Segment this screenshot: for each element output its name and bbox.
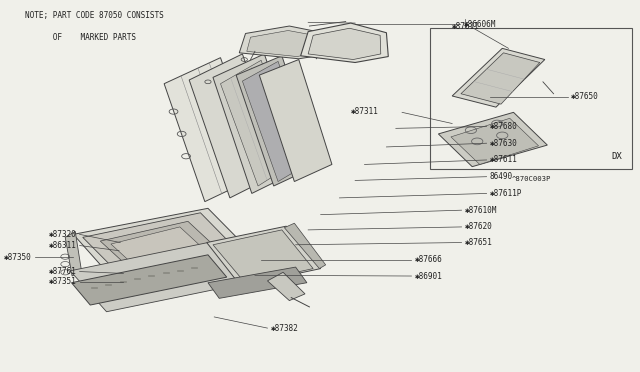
- Text: NOTE; PART CODE 87050 CONSISTS: NOTE; PART CODE 87050 CONSISTS: [25, 11, 164, 20]
- Polygon shape: [70, 243, 244, 312]
- Polygon shape: [111, 227, 213, 275]
- Polygon shape: [164, 58, 261, 202]
- Polygon shape: [308, 28, 381, 60]
- Polygon shape: [221, 60, 294, 186]
- Polygon shape: [207, 226, 321, 286]
- Polygon shape: [72, 255, 227, 305]
- Polygon shape: [301, 23, 388, 62]
- Polygon shape: [243, 61, 311, 182]
- Text: ✱87761: ✱87761: [49, 267, 76, 276]
- Text: ✱87651: ✱87651: [465, 238, 492, 247]
- Text: DX: DX: [612, 152, 623, 161]
- Bar: [430, 28, 632, 169]
- Polygon shape: [438, 112, 547, 167]
- Polygon shape: [461, 53, 540, 104]
- Text: ✱87611P: ✱87611P: [490, 189, 522, 198]
- Text: ✱87350: ✱87350: [4, 253, 31, 262]
- Text: ✱87666: ✱87666: [415, 255, 442, 264]
- Text: ✱87620: ✱87620: [465, 222, 492, 231]
- Polygon shape: [452, 48, 545, 107]
- Text: ✱86311: ✱86311: [49, 241, 76, 250]
- Polygon shape: [239, 26, 332, 59]
- Polygon shape: [259, 60, 332, 182]
- Text: ✱87650: ✱87650: [571, 92, 599, 101]
- Text: ✱87611: ✱87611: [490, 155, 518, 164]
- Polygon shape: [451, 118, 539, 164]
- Polygon shape: [268, 272, 305, 301]
- Polygon shape: [189, 54, 283, 198]
- Polygon shape: [247, 31, 326, 57]
- Text: ^870C003P: ^870C003P: [511, 176, 551, 182]
- Text: ✱87382: ✱87382: [271, 324, 298, 333]
- Polygon shape: [74, 208, 255, 286]
- Text: ✱86901: ✱86901: [415, 272, 442, 280]
- Text: ✱87320: ✱87320: [49, 230, 76, 239]
- Text: ✱87311: ✱87311: [351, 107, 378, 116]
- Text: 86490: 86490: [490, 172, 513, 181]
- Text: OF    MARKED PARTS: OF MARKED PARTS: [25, 33, 136, 42]
- Polygon shape: [236, 56, 318, 186]
- Polygon shape: [100, 221, 227, 277]
- Polygon shape: [213, 54, 303, 193]
- Text: ✱86606M: ✱86606M: [463, 20, 496, 29]
- Text: ✱87611: ✱87611: [452, 22, 480, 31]
- Text: ✱87680: ✱87680: [490, 122, 518, 131]
- Polygon shape: [208, 267, 307, 298]
- Text: ✱87630: ✱87630: [490, 139, 518, 148]
- Polygon shape: [83, 213, 244, 283]
- Text: ✱87351: ✱87351: [49, 278, 76, 286]
- Polygon shape: [284, 223, 326, 269]
- Polygon shape: [213, 230, 313, 283]
- Polygon shape: [65, 231, 81, 276]
- Text: ✱87610M: ✱87610M: [465, 206, 497, 215]
